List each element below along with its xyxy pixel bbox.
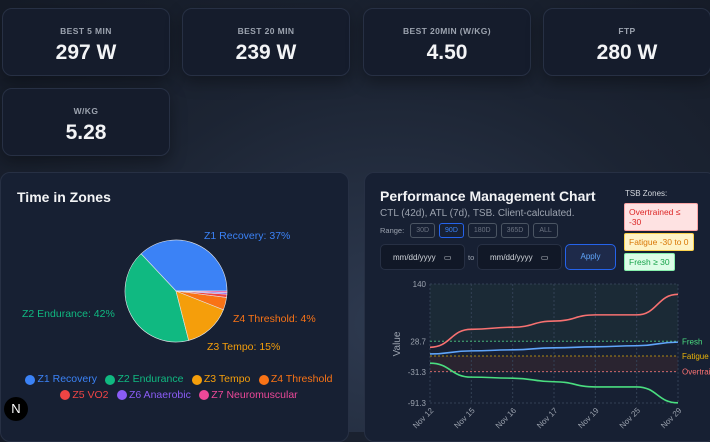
series-line-1 bbox=[429, 293, 679, 349]
pie-slice-7[interactable] bbox=[175, 290, 228, 293]
stat-label: BEST 5 MIN bbox=[60, 26, 112, 36]
date-from-input[interactable]: mm/dd/yyyy ▭ bbox=[380, 244, 465, 270]
y-axis-label: Value bbox=[392, 331, 403, 356]
legend-label: Z7 Neuromuscular bbox=[211, 388, 298, 401]
series-line-3 bbox=[429, 362, 679, 404]
stat-card-best-20-wkg: BEST 20MIN (W/KG) 4.50 bbox=[363, 8, 531, 76]
y-tick-label: -91.3 bbox=[408, 399, 427, 408]
x-tick-label: Nov 16 bbox=[494, 406, 519, 431]
date-placeholder: mm/dd/yyyy bbox=[490, 253, 533, 262]
y-tick-label: -31.3 bbox=[408, 368, 427, 377]
legend-label: Z5 VO2 bbox=[72, 388, 109, 401]
legend-item-z2[interactable]: Z2 Endurance bbox=[105, 372, 183, 387]
series-line-2 bbox=[429, 341, 679, 355]
stat-card-wkg: W/KG 5.28 bbox=[2, 88, 170, 156]
stat-card-ftp: FTP 280 W bbox=[543, 8, 710, 76]
legend-item-z3[interactable]: Z3 Tempo bbox=[191, 372, 251, 387]
tsb-zones-title: TSB Zones: bbox=[625, 189, 668, 198]
pie-slice-2[interactable] bbox=[124, 253, 190, 343]
legend-item-z5[interactable]: Z5 VO2 bbox=[60, 388, 109, 403]
fatigue-zone-band bbox=[430, 356, 678, 372]
reference-line-label: Fatigue bbox=[682, 352, 709, 361]
date-to-input[interactable]: mm/dd/yyyy ▭ bbox=[477, 244, 562, 270]
legend-swatch bbox=[191, 374, 202, 385]
range-selector: Range: 30D 90D 180D 365D ALL bbox=[380, 223, 562, 238]
stat-value: 4.50 bbox=[426, 41, 468, 64]
legend-item-z4[interactable]: Z4 Threshold bbox=[258, 372, 333, 387]
tsb-zone-fatigue: Fatigue -30 to 0 bbox=[624, 233, 694, 251]
calendar-icon: ▭ bbox=[443, 253, 452, 262]
stat-label: BEST 20MIN (W/KG) bbox=[402, 26, 492, 36]
apply-button[interactable]: Apply bbox=[565, 244, 616, 270]
range-90d-button[interactable]: 90D bbox=[439, 223, 464, 238]
range-30d-button[interactable]: 30D bbox=[410, 223, 436, 238]
stat-label: BEST 20 MIN bbox=[237, 26, 295, 36]
legend-swatch bbox=[199, 390, 210, 400]
stat-value: 5.28 bbox=[65, 121, 107, 144]
zones-pie-chart: Z1 Recovery: 37% Z2 Endurance: 42% Z3 Te… bbox=[22, 230, 316, 353]
stat-value: 280 W bbox=[596, 41, 658, 64]
range-label: Range: bbox=[380, 226, 405, 235]
pie-slice-3[interactable] bbox=[175, 290, 224, 341]
time-in-zones-panel: Time in Zones Z1 Recovery: 37% Z2 Endura… bbox=[0, 172, 349, 442]
reference-line-label: Overtrained bbox=[682, 367, 710, 376]
pmc-subtitle: CTL (42d), ATL (7d), TSB. Client-calcula… bbox=[380, 208, 575, 219]
stat-label: W/KG bbox=[73, 106, 99, 116]
pie-label-z1: Z1 Recovery: 37% bbox=[204, 230, 290, 242]
legend-label: Z4 Threshold bbox=[270, 373, 333, 385]
legend-item-z6[interactable]: Z6 Anaerobic bbox=[116, 388, 191, 403]
y-tick-label: 28.7 bbox=[410, 337, 426, 346]
pmc-title: Performance Management Chart bbox=[380, 188, 596, 204]
x-tick-label: Nov 17 bbox=[535, 406, 560, 431]
pie-label-z2: Z2 Endurance: 42% bbox=[22, 308, 115, 320]
tsb-zone-overtrained: Overtrained ≤ -30 bbox=[624, 203, 698, 231]
range-all-button[interactable]: ALL bbox=[533, 223, 558, 238]
x-tick-label: Nov 15 bbox=[452, 406, 477, 431]
range-180d-button[interactable]: 180D bbox=[467, 223, 497, 238]
stat-label: FTP bbox=[618, 26, 636, 36]
legend-swatch bbox=[105, 374, 116, 385]
pmc-line-chart: Value Nov 12 Nov 15 Nov 16 Nov 17 Nov 19 Nov … bbox=[392, 280, 710, 431]
pie-legend: Z1 Recovery Z2 Endurance Z3 Tempo Z4 Thr… bbox=[21, 372, 341, 403]
legend-label: Z1 Recovery bbox=[37, 373, 97, 385]
range-365d-button[interactable]: 365D bbox=[500, 223, 530, 238]
stat-card-best-5-min: BEST 5 MIN 297 W bbox=[2, 8, 170, 76]
date-placeholder: mm/dd/yyyy bbox=[393, 253, 436, 262]
legend-swatch bbox=[60, 390, 71, 400]
legend-swatch bbox=[25, 374, 36, 385]
tsb-zone-fresh: Fresh ≥ 30 bbox=[624, 253, 675, 271]
reference-line-label: Fresh bbox=[682, 337, 702, 346]
to-label: to bbox=[468, 253, 475, 262]
legend-label: Z3 Tempo bbox=[203, 373, 251, 385]
pie-label-z4: Z4 Threshold: 4% bbox=[233, 313, 316, 325]
x-tick-label: Nov 19 bbox=[576, 406, 601, 431]
pie-label-z3: Z3 Tempo: 15% bbox=[207, 341, 280, 353]
calendar-icon: ▭ bbox=[540, 253, 549, 262]
legend-item-z1[interactable]: Z1 Recovery bbox=[25, 372, 97, 387]
panel-title: Time in Zones bbox=[17, 189, 111, 205]
stat-card-best-20-min: BEST 20 MIN 239 W bbox=[182, 8, 350, 76]
legend-label: Z2 Endurance bbox=[117, 373, 184, 385]
stat-value: 297 W bbox=[55, 41, 117, 64]
legend-item-z7[interactable]: Z7 Neuromuscular bbox=[199, 388, 298, 403]
pie-slice-1[interactable] bbox=[140, 239, 228, 292]
x-tick-label: Nov 29 bbox=[659, 406, 684, 431]
nextjs-dev-badge[interactable]: N bbox=[4, 397, 28, 421]
x-tick-label: Nov 25 bbox=[618, 406, 643, 431]
y-tick-label: 140 bbox=[413, 280, 427, 289]
x-tick-label: Nov 12 bbox=[411, 406, 436, 431]
legend-label: Z6 Anaerobic bbox=[128, 388, 191, 401]
legend-swatch bbox=[116, 390, 127, 400]
legend-swatch bbox=[258, 374, 269, 385]
stat-value: 239 W bbox=[235, 41, 297, 64]
